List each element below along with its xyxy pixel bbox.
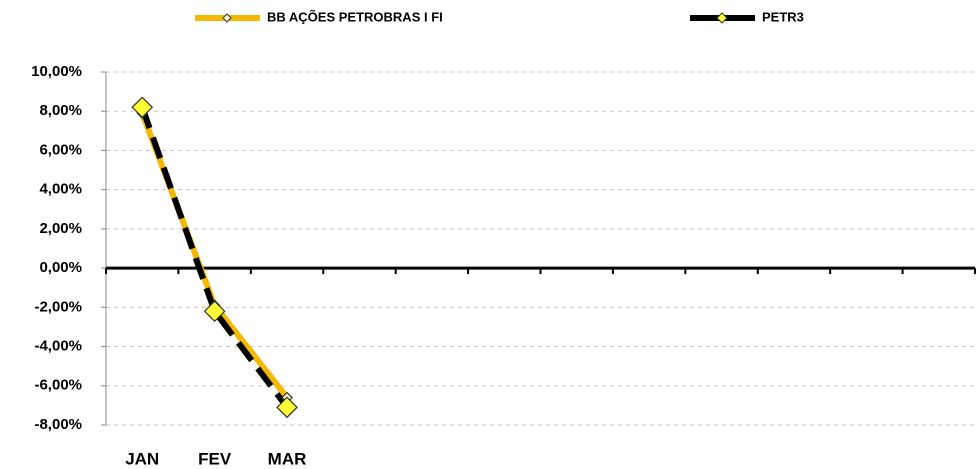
y-tick-label: -2,00%	[34, 298, 82, 315]
point-marker	[276, 396, 298, 419]
legend-marker	[716, 12, 728, 24]
x-tick-label: MAR	[268, 449, 307, 468]
legend-marker	[222, 13, 232, 23]
y-tick-label: 10,00%	[31, 63, 82, 80]
legend-label: BB AÇÕES PETROBRAS I FI	[267, 9, 443, 24]
y-tick-label: -4,00%	[34, 338, 82, 355]
legend-label: PETR3	[762, 9, 804, 24]
series-line	[139, 106, 290, 410]
point-marker	[203, 300, 226, 323]
y-tick-label: 4,00%	[39, 181, 82, 198]
point-marker	[131, 96, 154, 119]
series-line	[139, 112, 290, 400]
y-tick-label: 0,00%	[39, 259, 82, 276]
y-tick-label: 2,00%	[39, 220, 82, 237]
y-tick-label: 8,00%	[39, 102, 82, 119]
y-tick-label: -6,00%	[34, 377, 82, 394]
y-tick-label: 6,00%	[39, 141, 82, 158]
x-tick-label: JAN	[125, 449, 159, 468]
x-tick-label: FEV	[198, 449, 232, 468]
y-tick-label: -8,00%	[34, 416, 82, 433]
